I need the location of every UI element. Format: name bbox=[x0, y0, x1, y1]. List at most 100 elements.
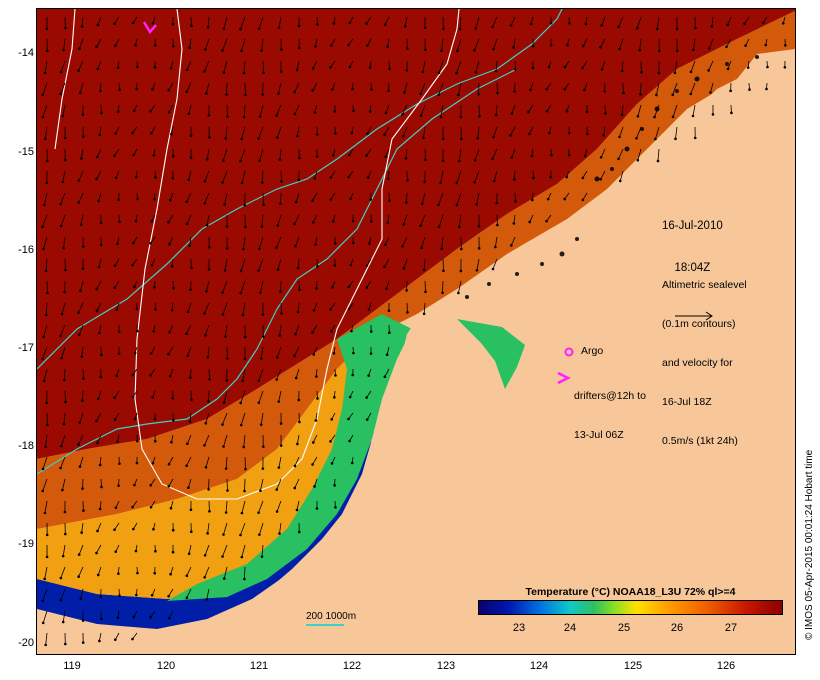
velocity-vector-head bbox=[261, 181, 264, 184]
velocity-vector bbox=[637, 148, 642, 161]
velocity-vector bbox=[476, 258, 480, 271]
velocity-vector-head bbox=[243, 203, 247, 207]
velocity-vector-head bbox=[387, 331, 391, 335]
lon-tick-label: 126 bbox=[716, 660, 736, 672]
velocity-vector bbox=[279, 522, 282, 534]
velocity-vector bbox=[222, 38, 228, 51]
velocity-vector bbox=[260, 412, 264, 425]
velocity-vector bbox=[169, 236, 174, 245]
velocity-vector bbox=[97, 434, 102, 444]
velocity-vector bbox=[384, 126, 390, 135]
velocity-vector-head bbox=[581, 176, 585, 180]
velocity-vector-head bbox=[150, 219, 154, 223]
velocity-vector-head bbox=[277, 92, 280, 95]
velocity-vector-head bbox=[347, 307, 351, 311]
velocity-vector-head bbox=[43, 203, 46, 207]
velocity-vector-head bbox=[61, 180, 65, 184]
velocity-vector bbox=[186, 82, 192, 92]
velocity-vector-head bbox=[170, 308, 174, 312]
velocity-vector bbox=[619, 170, 624, 181]
velocity-vector-head bbox=[348, 439, 351, 443]
velocity-vector-head bbox=[279, 202, 282, 205]
velocity-vector-head bbox=[258, 533, 261, 536]
velocity-vector-head bbox=[311, 331, 314, 334]
sst-map bbox=[37, 9, 795, 654]
velocity-vector-head bbox=[761, 21, 765, 25]
velocity-vector bbox=[79, 412, 84, 423]
velocity-vector bbox=[204, 60, 210, 72]
velocity-vector-head bbox=[599, 45, 602, 49]
velocity-vector bbox=[600, 38, 606, 48]
velocity-vector-head bbox=[167, 352, 170, 356]
velocity-vector bbox=[78, 324, 84, 335]
velocity-vector-head bbox=[384, 155, 388, 159]
velocity-vector bbox=[582, 60, 588, 69]
velocity-vector-head bbox=[168, 374, 172, 378]
velocity-vector-head bbox=[187, 112, 191, 116]
velocity-vector-head bbox=[242, 445, 246, 449]
velocity-vector-head bbox=[349, 197, 352, 201]
velocity-vector bbox=[296, 126, 300, 137]
velocity-vector bbox=[690, 82, 696, 95]
velocity-vector-head bbox=[172, 154, 175, 158]
velocity-vector-head bbox=[529, 88, 532, 92]
velocity-vector-head bbox=[171, 396, 175, 400]
velocity-vector-head bbox=[766, 65, 769, 69]
velocity-vector-head bbox=[708, 47, 711, 50]
velocity-vector bbox=[225, 126, 228, 139]
velocity-vector-head bbox=[331, 286, 334, 289]
velocity-vector bbox=[78, 192, 84, 203]
velocity-vector bbox=[204, 324, 210, 336]
velocity-vector-head bbox=[545, 219, 548, 223]
velocity-vector-head bbox=[45, 181, 49, 185]
velocity-vector-head bbox=[185, 68, 189, 72]
velocity-vector bbox=[99, 126, 102, 136]
velocity-vector-head bbox=[475, 269, 479, 272]
velocity-vector bbox=[294, 478, 300, 489]
velocity-vector-head bbox=[185, 464, 188, 468]
velocity-vector-head bbox=[171, 44, 175, 48]
velocity-vector-head bbox=[279, 70, 283, 73]
velocity-vector bbox=[204, 544, 210, 556]
velocity-vector-head bbox=[546, 197, 550, 201]
velocity-vector bbox=[458, 148, 462, 162]
velocity-vector-head bbox=[240, 137, 243, 141]
velocity-vector-head bbox=[153, 285, 156, 289]
velocity-vector bbox=[186, 566, 192, 576]
velocity-vector-head bbox=[95, 309, 99, 313]
velocity-vector-head bbox=[492, 179, 496, 183]
velocity-vector bbox=[168, 82, 174, 91]
velocity-vector bbox=[276, 104, 282, 116]
velocity-vector bbox=[385, 148, 390, 157]
velocity-vector-head bbox=[298, 420, 301, 424]
velocity-vector-head bbox=[528, 132, 531, 136]
velocity-vector bbox=[438, 60, 444, 73]
velocity-vector-head bbox=[116, 242, 119, 245]
velocity-vector-head bbox=[41, 93, 45, 97]
velocity-vector-head bbox=[167, 616, 171, 620]
sst-cool-band bbox=[167, 314, 412, 601]
velocity-vector-head bbox=[765, 87, 768, 91]
velocity-vector-head bbox=[206, 25, 210, 29]
velocity-vector-head bbox=[167, 110, 171, 114]
velocity-vector-head bbox=[385, 287, 388, 291]
velocity-vector-head bbox=[133, 483, 136, 487]
velocity-vector-head bbox=[169, 506, 173, 510]
velocity-vector-head bbox=[45, 401, 49, 405]
velocity-vector-head bbox=[77, 201, 81, 204]
velocity-vector-head bbox=[208, 509, 211, 513]
velocity-vector-head bbox=[134, 43, 137, 47]
velocity-vector bbox=[456, 170, 462, 184]
velocity-vector-head bbox=[312, 441, 315, 444]
velocity-vector-head bbox=[293, 222, 296, 226]
velocity-vector-head bbox=[494, 69, 498, 73]
velocity-vector-head bbox=[583, 154, 587, 158]
velocity-vector-head bbox=[224, 137, 228, 140]
velocity-vector-head bbox=[387, 89, 390, 93]
velocity-vector-head bbox=[240, 555, 244, 559]
velocity-vector-head bbox=[221, 423, 224, 426]
velocity-vector-head bbox=[510, 244, 513, 247]
velocity-vector-head bbox=[117, 330, 121, 333]
velocity-vector-head bbox=[153, 571, 157, 575]
drifters-legend-line: 13-Jul 06Z bbox=[574, 429, 624, 441]
